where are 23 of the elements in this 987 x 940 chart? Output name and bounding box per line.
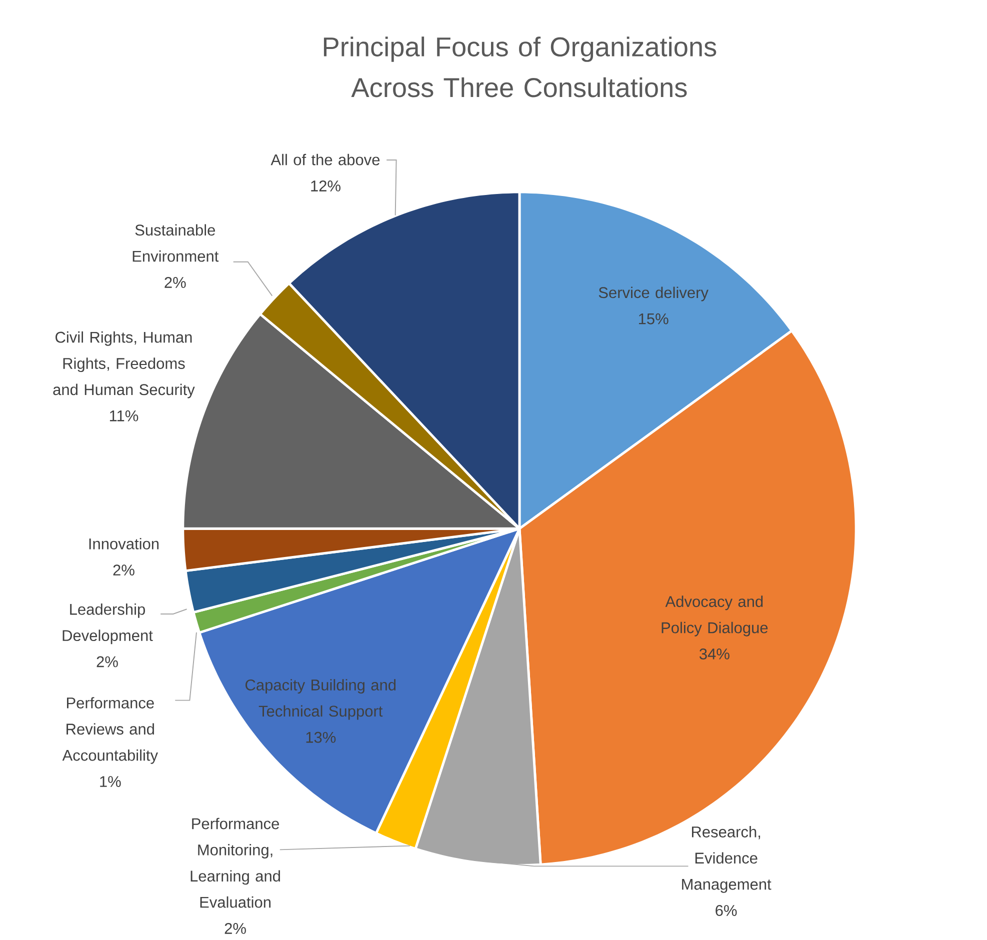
- data-label: 11%: [110, 410, 138, 422]
- data-label: 15%: [638, 313, 668, 324]
- data-label: 6%: [716, 905, 737, 916]
- chart-title: Principal Focus of Organizations Across Three Consultations: [324, 36, 716, 98]
- slice-label: Innovation: [89, 538, 159, 550]
- data-label: 2%: [113, 564, 134, 576]
- slice-label: Capacity Building and Technical Support: [246, 679, 396, 720]
- slice-label: Performance Monitoring, Learning and Evaluation: [190, 818, 280, 908]
- slice-label: Civil Rights, Human Rights, Freedoms and Human Security: [53, 331, 195, 398]
- data-label: 2%: [164, 277, 186, 288]
- data-label: 12%: [311, 180, 340, 192]
- slice-label: Advocacy and Policy Dialogue: [662, 596, 768, 636]
- slice-label: Leadership Development: [62, 604, 153, 644]
- slice-label: Research, Evidence Management: [682, 826, 772, 893]
- data-label: 34%: [700, 648, 730, 660]
- slice-label: Sustainable Environment: [132, 224, 219, 262]
- data-label: 2%: [96, 656, 118, 668]
- data-label: 13%: [306, 732, 336, 743]
- data-label: 2%: [224, 923, 246, 934]
- slice-label: Service delivery: [598, 286, 708, 302]
- slice-label: Performance Reviews and Accountability: [62, 697, 158, 764]
- slice-label: All of the above: [270, 154, 380, 166]
- data-label: 1%: [100, 776, 121, 788]
